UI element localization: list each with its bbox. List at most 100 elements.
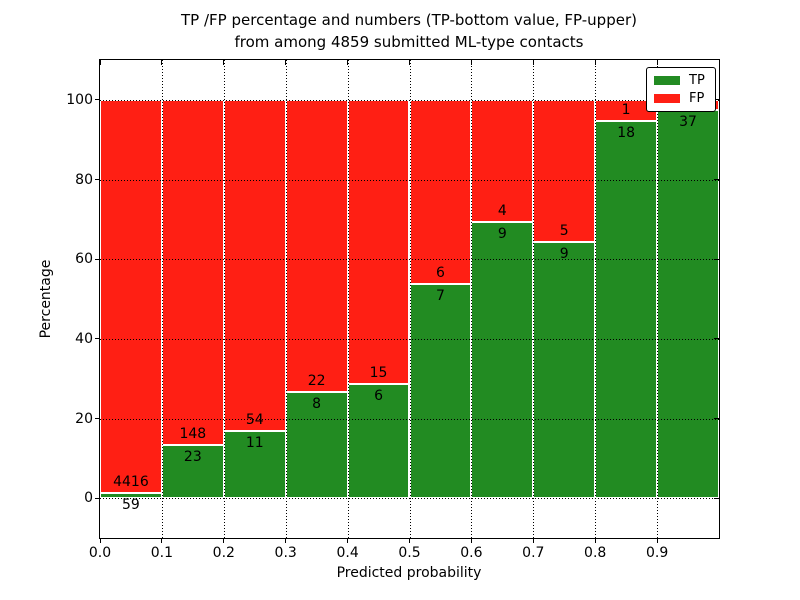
fp-count-label: 5 xyxy=(559,223,569,240)
y-tick-mark xyxy=(95,99,100,101)
chart-title-line1: TP /FP percentage and numbers (TP-bottom… xyxy=(181,11,637,29)
x-tick-mark-top xyxy=(285,60,287,65)
tp-bar-segment xyxy=(223,430,286,499)
legend-label-tp: TP xyxy=(689,73,705,88)
fp-bar-segment xyxy=(223,99,286,431)
x-tick-label: 0.6 xyxy=(460,545,483,561)
x-gridline xyxy=(285,60,287,538)
chart-title: TP /FP percentage and numbers (TP-bottom… xyxy=(181,9,637,53)
tp-swatch xyxy=(654,76,680,85)
tp-bar-segment xyxy=(533,242,596,499)
fp-count-label: 4416 xyxy=(113,473,149,490)
y-tick-label: 100 xyxy=(66,91,93,108)
tp-count-label: 18 xyxy=(617,124,636,141)
x-tick-label: 0.8 xyxy=(584,545,607,561)
fp-swatch xyxy=(654,94,680,103)
x-tick-mark xyxy=(347,538,349,543)
y-tick-mark xyxy=(95,418,100,419)
y-axis-label: Percentage xyxy=(38,259,54,339)
x-gridline xyxy=(595,60,597,538)
fp-count-label: 15 xyxy=(369,365,388,382)
y-tick-label: 20 xyxy=(75,410,93,427)
legend-item-fp: FP xyxy=(654,91,708,106)
y-tick-label: 80 xyxy=(75,171,93,188)
tp-bar-segment xyxy=(161,444,224,499)
fp-count-label: 22 xyxy=(307,372,326,389)
x-gridline xyxy=(409,60,411,538)
x-tick-label: 0.1 xyxy=(150,545,174,561)
y-tick-mark-right xyxy=(714,418,719,419)
tp-bar-segment xyxy=(657,110,719,499)
tp-count-label: 23 xyxy=(183,448,202,465)
legend: TP FP xyxy=(646,67,716,112)
x-tick-mark-top xyxy=(223,60,225,65)
x-tick-mark-top xyxy=(532,60,534,65)
x-tick-mark xyxy=(99,538,101,543)
tp-count-label: 6 xyxy=(374,388,384,405)
tp-count-label: 37 xyxy=(679,114,697,131)
y-tick-mark-right xyxy=(714,338,719,340)
x-tick-mark xyxy=(656,538,658,543)
tp-count-label: 7 xyxy=(435,287,445,304)
tp-bar-segment xyxy=(409,283,472,499)
x-gridline xyxy=(533,60,535,538)
fp-bar-segment xyxy=(533,99,596,243)
tp-bar-segment xyxy=(285,391,348,499)
x-tick-mark-top xyxy=(409,60,410,65)
y-tick-mark-right xyxy=(714,179,719,180)
chart-title-line2: from among 4859 submitted ML-type contac… xyxy=(234,33,584,51)
x-tick-mark-top xyxy=(594,60,596,65)
tp-bar-segment xyxy=(595,120,658,499)
fp-count-label: 54 xyxy=(245,411,264,428)
tp-bar-segment xyxy=(100,492,162,499)
y-tick-mark-right xyxy=(714,497,719,499)
tp-count-label: 8 xyxy=(312,395,322,412)
x-tick-label: 0.5 xyxy=(398,545,421,561)
x-tick-mark xyxy=(594,538,596,543)
y-tick-label: 40 xyxy=(75,330,93,347)
tp-count-label: 9 xyxy=(559,246,569,263)
x-tick-mark xyxy=(223,538,225,543)
x-tick-mark xyxy=(285,538,287,543)
x-tick-mark-top xyxy=(656,60,658,65)
tp-count-label: 11 xyxy=(245,434,264,451)
y-tick-label: 0 xyxy=(84,490,93,507)
x-tick-mark xyxy=(532,538,534,543)
x-tick-label: 0.9 xyxy=(645,545,669,561)
x-tick-mark-top xyxy=(161,60,163,65)
y-tick-mark-right xyxy=(714,99,719,101)
x-tick-label: 0.3 xyxy=(274,545,297,561)
x-tick-label: 0.0 xyxy=(88,545,112,561)
x-gridline xyxy=(347,60,349,538)
fp-bar-segment xyxy=(100,99,162,493)
tp-bar-segment xyxy=(471,222,534,499)
fp-bar-segment xyxy=(285,99,348,392)
x-gridline xyxy=(657,60,659,538)
fp-count-label: 4 xyxy=(497,203,507,220)
x-tick-mark-top xyxy=(99,60,101,65)
fp-bar-segment xyxy=(347,99,410,385)
x-gridline xyxy=(161,60,163,538)
plot-area: 4416591482354112281566749591181370204060… xyxy=(66,59,720,561)
x-tick-label: 0.4 xyxy=(336,545,359,561)
y-tick-mark xyxy=(95,338,100,340)
fp-count-label: 6 xyxy=(435,264,445,281)
legend-item-tp: TP xyxy=(654,73,708,88)
y-tick-label: 60 xyxy=(75,251,93,268)
y-tick-mark xyxy=(95,179,100,180)
x-tick-mark-top xyxy=(470,60,472,65)
y-tick-mark xyxy=(95,258,100,260)
x-gridline xyxy=(471,60,473,538)
y-tick-mark xyxy=(95,497,100,499)
legend-label-fp: FP xyxy=(689,91,705,106)
fp-count-label: 148 xyxy=(179,425,207,442)
y-tick-mark-right xyxy=(714,258,719,260)
tp-count-label: 59 xyxy=(122,496,140,513)
x-tick-mark xyxy=(161,538,163,543)
tp-count-label: 9 xyxy=(497,226,507,243)
x-tick-mark-top xyxy=(347,60,349,65)
x-axis-label: Predicted probability xyxy=(336,565,482,581)
x-tick-label: 0.2 xyxy=(212,545,235,561)
x-tick-mark xyxy=(470,538,472,543)
